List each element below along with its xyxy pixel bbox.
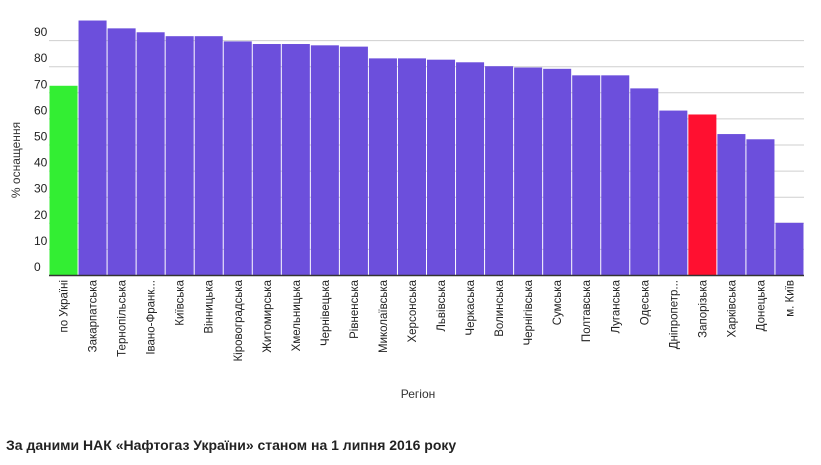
x-tick-label: м. Київ <box>784 280 796 317</box>
y-tick-label: 0 <box>34 260 41 274</box>
bar <box>310 45 339 275</box>
x-axis-title: Регіон <box>401 387 436 401</box>
bar <box>514 67 543 275</box>
y-tick-label: 60 <box>34 103 48 117</box>
x-tick-label: Черкаська <box>465 279 477 335</box>
x-tick-label: Тернопільська <box>117 279 129 356</box>
bar <box>223 41 252 275</box>
x-tick-label: Волинська <box>494 279 506 336</box>
x-tick-label: Хмельницька <box>291 279 303 351</box>
bar <box>485 66 514 275</box>
bar <box>630 88 659 275</box>
x-tick-label: Рівненська <box>349 279 361 338</box>
bar <box>165 36 194 276</box>
y-tick-label: 70 <box>34 77 48 91</box>
bar <box>107 28 136 276</box>
bar <box>775 222 804 275</box>
x-axis-categories: по Україні Закарпатська Тернопільська Івано… <box>59 279 797 361</box>
x-tick-label: Харківська <box>726 279 738 337</box>
y-tick-label: 50 <box>34 130 48 144</box>
x-tick-label: Миколаївська <box>378 279 390 353</box>
bar <box>78 20 107 276</box>
bar <box>252 44 281 275</box>
x-tick-label: Київська <box>175 279 187 325</box>
bar <box>746 139 775 275</box>
bar <box>659 110 688 275</box>
bar <box>397 58 426 276</box>
x-tick-label: Чернівецька <box>320 279 332 346</box>
y-tick-label: 10 <box>34 234 48 248</box>
y-tick-label: 40 <box>34 156 48 170</box>
x-tick-label: Кіровоградська <box>233 279 245 361</box>
bar <box>601 75 630 276</box>
x-tick-label: Сумська <box>552 279 564 325</box>
x-tick-label: Запорізька <box>697 279 709 337</box>
bar <box>281 44 310 275</box>
bar <box>572 75 601 276</box>
x-tick-label: Херсонська <box>407 279 419 342</box>
bar <box>49 85 78 276</box>
bar <box>136 32 165 275</box>
bar <box>339 46 368 275</box>
source-note: За даними НАК «Нафтогаз України» станом … <box>6 437 457 453</box>
bar <box>456 62 485 275</box>
bar <box>688 114 717 275</box>
x-tick-label: Львівська <box>436 279 448 331</box>
x-tick-label: Луганська <box>610 279 622 333</box>
y-axis-ticks: 0 10 20 30 40 50 60 70 80 90 <box>34 25 48 274</box>
bar <box>368 58 397 276</box>
bar <box>427 59 456 275</box>
bar <box>194 36 223 276</box>
y-tick-label: 30 <box>34 182 48 196</box>
bar <box>543 68 572 275</box>
x-tick-label: Донецька <box>755 279 767 331</box>
x-tick-label: Житомирська <box>262 279 274 352</box>
x-tick-label: Вінницька <box>204 279 216 333</box>
bar <box>717 134 746 275</box>
x-tick-label: Полтавська <box>581 279 593 342</box>
x-tick-label: Закарпатська <box>88 279 100 352</box>
x-tick-label: Одеська <box>639 279 651 325</box>
bar-chart: 0 10 20 30 40 50 60 70 80 90 по Україні Закарпатсь… <box>9 20 804 401</box>
y-tick-label: 90 <box>34 25 48 39</box>
y-tick-label: 80 <box>34 51 48 65</box>
x-tick-label: Івано-Франк... <box>146 280 158 355</box>
x-tick-label: Чернігівська <box>523 279 535 345</box>
x-tick-label: Дніпропетр... <box>668 280 680 349</box>
x-tick-label: по Україні <box>59 280 71 333</box>
y-axis-title: % оснащення <box>9 122 23 198</box>
bars <box>49 20 804 276</box>
y-tick-label: 20 <box>34 208 48 222</box>
